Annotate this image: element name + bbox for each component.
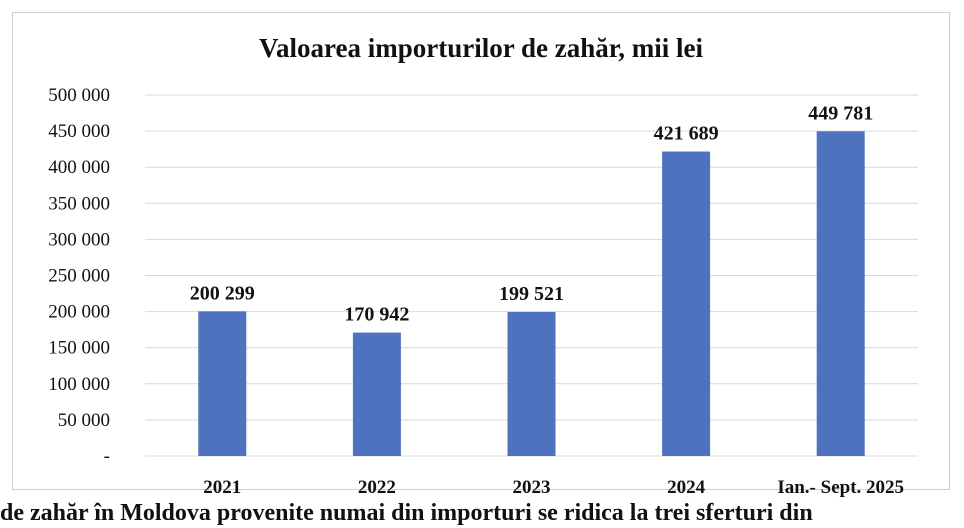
y-tick-label: - bbox=[104, 446, 110, 467]
y-tick-label: 350 000 bbox=[48, 193, 110, 214]
x-tick-label: 2023 bbox=[513, 477, 551, 498]
y-tick-label: 150 000 bbox=[48, 338, 110, 359]
bar bbox=[352, 332, 401, 456]
y-tick-label: 200 000 bbox=[48, 302, 110, 323]
y-tick-label: 100 000 bbox=[48, 374, 110, 395]
x-tick-label: 2021 bbox=[203, 477, 241, 498]
bars bbox=[198, 131, 865, 457]
y-tick-label: 500 000 bbox=[48, 85, 110, 106]
x-tick-label: 2024 bbox=[667, 477, 706, 498]
chart-title: Valoarea importurilor de zahăr, mii lei bbox=[259, 33, 703, 63]
bar bbox=[816, 131, 865, 456]
footer-paragraph-text: de zahăr în Moldova provenite numai din … bbox=[0, 500, 813, 526]
data-labels: 200 299 170 942 199 521 421 689 449 781 bbox=[190, 102, 873, 325]
y-tick-label: 300 000 bbox=[48, 229, 110, 250]
y-tick-label: 50 000 bbox=[58, 410, 110, 431]
x-tick-label: Ian.- Sept. 2025 bbox=[777, 477, 904, 498]
y-axis: - 50 000 100 000 150 000 200 000 250 000 300 0… bbox=[48, 85, 110, 467]
x-tick-label: 2022 bbox=[358, 477, 396, 498]
data-label: 200 299 bbox=[190, 282, 255, 304]
bar bbox=[198, 311, 247, 456]
gridlines bbox=[145, 94, 918, 457]
bar bbox=[662, 151, 711, 457]
chart-frame bbox=[12, 12, 950, 490]
y-tick-label: 400 000 bbox=[48, 157, 110, 178]
y-tick-label: 450 000 bbox=[48, 121, 110, 142]
bar bbox=[507, 311, 556, 456]
data-label: 170 942 bbox=[344, 304, 409, 326]
data-label: 421 689 bbox=[654, 123, 719, 145]
x-axis: 2021 2022 2023 2024 Ian.- Sept. 2025 bbox=[203, 477, 904, 498]
y-tick-label: 250 000 bbox=[48, 266, 110, 287]
data-label: 449 781 bbox=[808, 102, 873, 124]
data-label: 199 521 bbox=[499, 283, 564, 305]
